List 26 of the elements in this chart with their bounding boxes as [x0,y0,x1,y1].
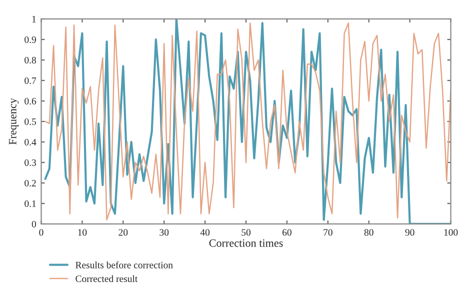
legend-label: Results before correction [76,261,173,268]
x-tick-label: 90 [405,229,414,236]
x-tick-label: 100 [444,229,458,236]
x-tick-label: 10 [78,229,87,236]
x-tick-label: 80 [364,229,374,236]
y-tick-label: 0.7 [24,77,36,84]
x-tick-label: 40 [200,229,210,236]
y-axis-title: Frequency [8,98,19,145]
x-axis-title: Correction times [209,239,283,247]
y-tick-label: 0.6 [24,98,36,104]
x-tick-label: 60 [282,229,292,236]
y-tick-label: 0.1 [24,200,36,207]
y-tick-label: 0.8 [24,56,36,64]
x-tick-label: 0 [39,229,44,236]
legend-label: Corrected result [76,275,138,282]
y-tick-label: 0.2 [24,180,36,186]
x-tick-label: 20 [118,229,128,236]
y-tick-label: 0.3 [24,159,36,166]
y-tick-label: 0.5 [24,118,36,125]
x-tick-label: 30 [160,229,169,236]
x-tick-label: 70 [324,229,332,236]
y-tick-label: 0 [32,220,36,228]
y-tick-label: 0.4 [24,138,36,146]
x-tick-label: 50 [242,229,250,236]
y-tick-label: 0.9 [24,36,36,43]
y-tick-label: 1 [32,16,36,22]
